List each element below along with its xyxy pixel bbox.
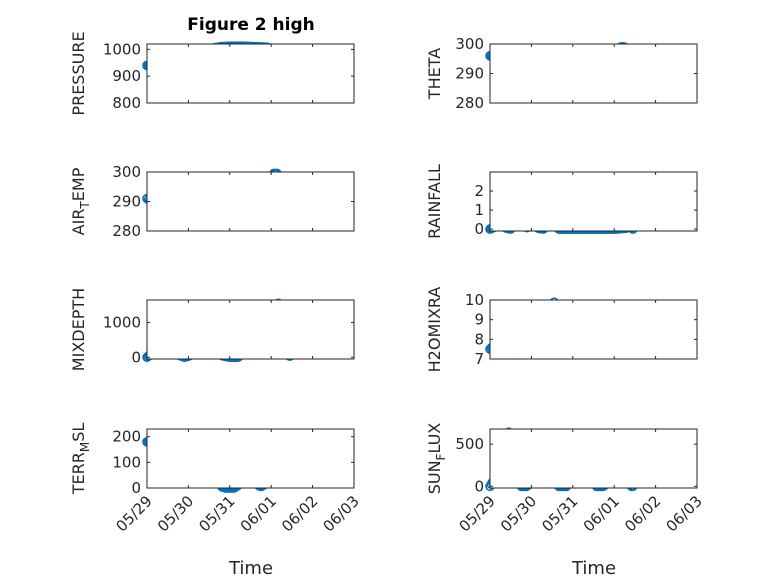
subplot-rainfall: 012 RAINFALL [425,164,698,239]
axes-box [489,428,698,489]
y-tick-label: 280 [112,222,141,240]
y-tick-label: 0 [131,348,141,366]
x-tick-label: 06/01 [237,492,280,535]
y-axis-label: SUNFLUX [425,423,448,495]
axes-box [489,299,698,360]
y-tick-label: 1000 [103,314,141,332]
y-tick-label: 0 [131,479,141,497]
y-tick-label: 1 [474,201,484,219]
x-tick-label: 06/03 [320,492,363,535]
y-axis-label: RAINFALL [425,164,444,239]
y-axis-label: PRESSURE [69,31,88,115]
y-tick-label: 100 [112,453,141,471]
y-tick-label: 9 [474,311,484,329]
subplot-air-temp: 280 290 300 AIRTEMP [69,163,355,240]
y-tick-label: 290 [112,193,141,211]
x-axis-label-left: Time [228,558,273,579]
x-tick-label: 05/29 [456,492,499,535]
y-tick-label: 500 [455,435,484,453]
y-tick-label: 900 [112,67,141,85]
y-tick-label: 1000 [103,40,141,58]
axes-box [489,171,698,232]
y-axis-label: TERRMSL [69,423,92,496]
y-tick-label: 300 [455,35,484,53]
x-tick-label: 05/29 [113,492,156,535]
y-axis-label: H2OMIXRA [425,287,444,373]
x-axis-label-right: Time [571,558,616,579]
x-tick-label: 05/30 [497,492,540,535]
y-tick-label: 200 [112,428,141,446]
y-tick-label: 0 [474,220,484,238]
y-tick-label: 2 [474,182,484,200]
y-axis-label: MIXDEPTH [69,288,88,371]
y-tick-label: 7 [474,350,484,368]
y-tick-label: 0 [474,477,484,495]
x-tick-label: 06/01 [580,492,623,535]
x-tick-label: 05/31 [538,492,581,535]
y-tick-label: 300 [112,163,141,181]
y-tick-label: 800 [112,94,141,112]
x-tick-label: 05/30 [154,492,197,535]
y-tick-label: 10 [465,291,484,309]
subplot-h2omixra: 7 89 10 H2OMIXRA [425,287,698,373]
axes-box [146,43,355,104]
axes-box [146,428,355,489]
axes-box [146,171,355,232]
x-tick-label: 06/02 [278,492,321,535]
x-tick-label: 06/02 [621,492,664,535]
axes-box [489,43,698,104]
y-axis-label: THETA [425,48,444,100]
x-tick-label: 05/31 [195,492,238,535]
subplot-pressure: 800 900 1000 PRESSURE [69,31,355,116]
y-tick-label: 290 [455,65,484,83]
axes-box [146,299,355,360]
subplot-theta: 280 290 300 THETA [425,35,698,112]
y-tick-label: 280 [455,94,484,112]
y-tick-label: 8 [474,330,484,348]
figure-title: Figure 2 high [187,15,315,35]
subplot-mixdepth: 0 1000 MIXDEPTH [69,288,355,371]
x-tick-label: 06/03 [663,492,706,535]
y-axis-label: AIRTEMP [69,167,92,235]
